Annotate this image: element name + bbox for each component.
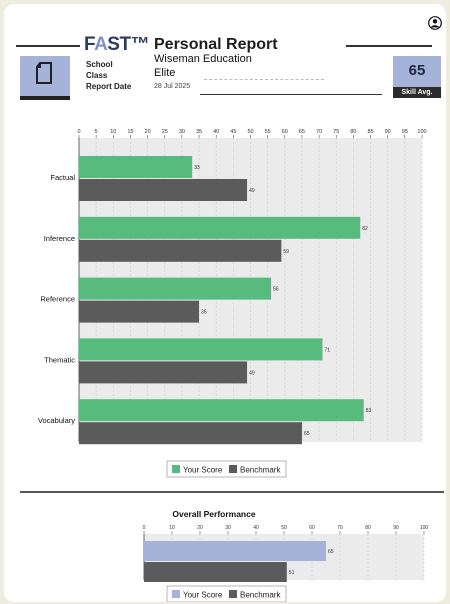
divider-dashed [204,79,324,80]
x-tick-label: 10 [169,525,175,531]
x-tick-label: 20 [145,129,151,135]
bar-your-score-factual [79,156,193,178]
category-label-thematic: Thematic [44,355,75,364]
x-tick-label: 80 [365,525,371,531]
x-tick-label: 15 [127,129,133,135]
x-tick-label: 85 [367,129,373,135]
legend: Your Score Benchmark [166,585,287,602]
skill-average-label: Skill Avg. [393,87,441,98]
data-label: 49 [249,188,255,194]
x-tick-label: 0 [143,525,146,531]
x-tick-label: 40 [213,129,219,135]
skill-average-value: 65 [408,62,426,79]
skill-average-badge: 65 Skill Avg. [393,56,441,98]
data-label: 56 [273,287,279,293]
legend-label-benchmark: Benchmark [240,466,281,475]
data-label: 49 [249,370,255,376]
class-value: Elite [154,67,176,79]
x-tick-label: 25 [162,129,168,135]
bar-benchmark-thematic [79,361,248,384]
bar-benchmark [144,562,287,582]
class-label: Class [86,71,108,80]
overall-performance-chart: Overall Performance 0 10 20 30 40 50 60 70 80 90 10… [143,509,429,602]
x-tick-label: 100 [417,129,426,135]
report-title: Personal Report [154,36,278,53]
category-label-inference: Inference [44,234,75,243]
brand-logo: FAST™ [84,34,150,55]
school-label: School [86,60,113,69]
category-label-vocabulary: Vocabulary [38,416,75,425]
bar-your-score-reference [79,277,272,300]
data-label: 33 [194,165,200,171]
school-value: Wiseman Education [154,53,252,65]
section-separator [20,491,444,493]
legend-swatch-your-score [172,465,180,473]
x-tick-label: 5 [95,129,98,135]
x-tick-label: 20 [197,525,203,531]
bar-benchmark-factual [79,179,248,201]
x-tick-label: 45 [230,129,236,135]
x-tick-label: 90 [385,129,391,135]
bar-benchmark-inference [79,239,282,262]
data-label: 35 [201,310,207,316]
document-logo [20,56,70,100]
legend-label-benchmark: Benchmark [240,591,281,600]
x-tick-label: 75 [333,129,339,135]
x-tick-label: 70 [337,525,343,531]
x-tick-label: 35 [196,129,202,135]
x-tick-label: 70 [316,129,322,135]
report-date-value: 28 Jul 2025 [154,83,191,90]
header-rule-left [16,45,80,47]
x-tick-label: 30 [179,129,185,135]
legend-box [166,585,287,602]
data-label: 71 [325,347,331,353]
x-tick-label: 100 [420,525,429,531]
x-tick-label: 90 [393,525,399,531]
bar-your-score-inference [79,216,361,239]
x-tick-label: 50 [281,525,287,531]
legend-swatch-benchmark [229,590,237,598]
data-label: 65 [328,549,334,555]
document-icon [36,62,52,84]
category-label-factual: Factual [50,173,75,182]
x-tick-label: 95 [402,129,408,135]
date-underline [200,94,382,95]
legend: Your Score Benchmark [166,460,287,478]
legend-label-your-score: Your Score [183,466,223,475]
legend-swatch-benchmark [229,465,237,473]
legend-label-your-score: Your Score [183,591,223,600]
legend-box [166,460,287,478]
x-tick-label: 60 [282,129,288,135]
chart-title: Overall Performance [172,509,255,519]
header-rule-right [346,45,432,47]
data-label: 65 [304,431,310,437]
x-tick-label: 10 [110,129,116,135]
category-label-reference: Reference [40,295,75,304]
skills-bar-chart: 0 5 10 15 20 25 30 35 40 45 50 55 60 65 70 75 80 85 90 95 10… [38,129,427,478]
legend-swatch-your-score [172,590,180,598]
x-tick-label: 80 [350,129,356,135]
report-date-label: Report Date [86,82,132,91]
data-label: 59 [283,249,289,255]
user-icon[interactable] [428,16,442,30]
x-tick-label: 0 [77,129,80,135]
report-card: FAST™ Personal Report School Class Repor… [4,4,446,602]
bar-benchmark-vocabulary [79,422,302,445]
bar-your-score-vocabulary [79,399,364,422]
x-tick-label: 30 [225,525,231,531]
bar-your-score [144,541,326,561]
x-tick-label: 60 [309,525,315,531]
data-label: 83 [366,408,372,414]
bar-your-score-thematic [79,338,323,361]
x-tick-label: 55 [265,129,271,135]
x-tick-label: 40 [253,525,259,531]
x-tick-label: 65 [299,129,305,135]
data-label: 51 [289,570,295,576]
x-tick-label: 50 [247,129,253,135]
bar-benchmark-reference [79,300,200,323]
data-label: 82 [362,226,368,232]
